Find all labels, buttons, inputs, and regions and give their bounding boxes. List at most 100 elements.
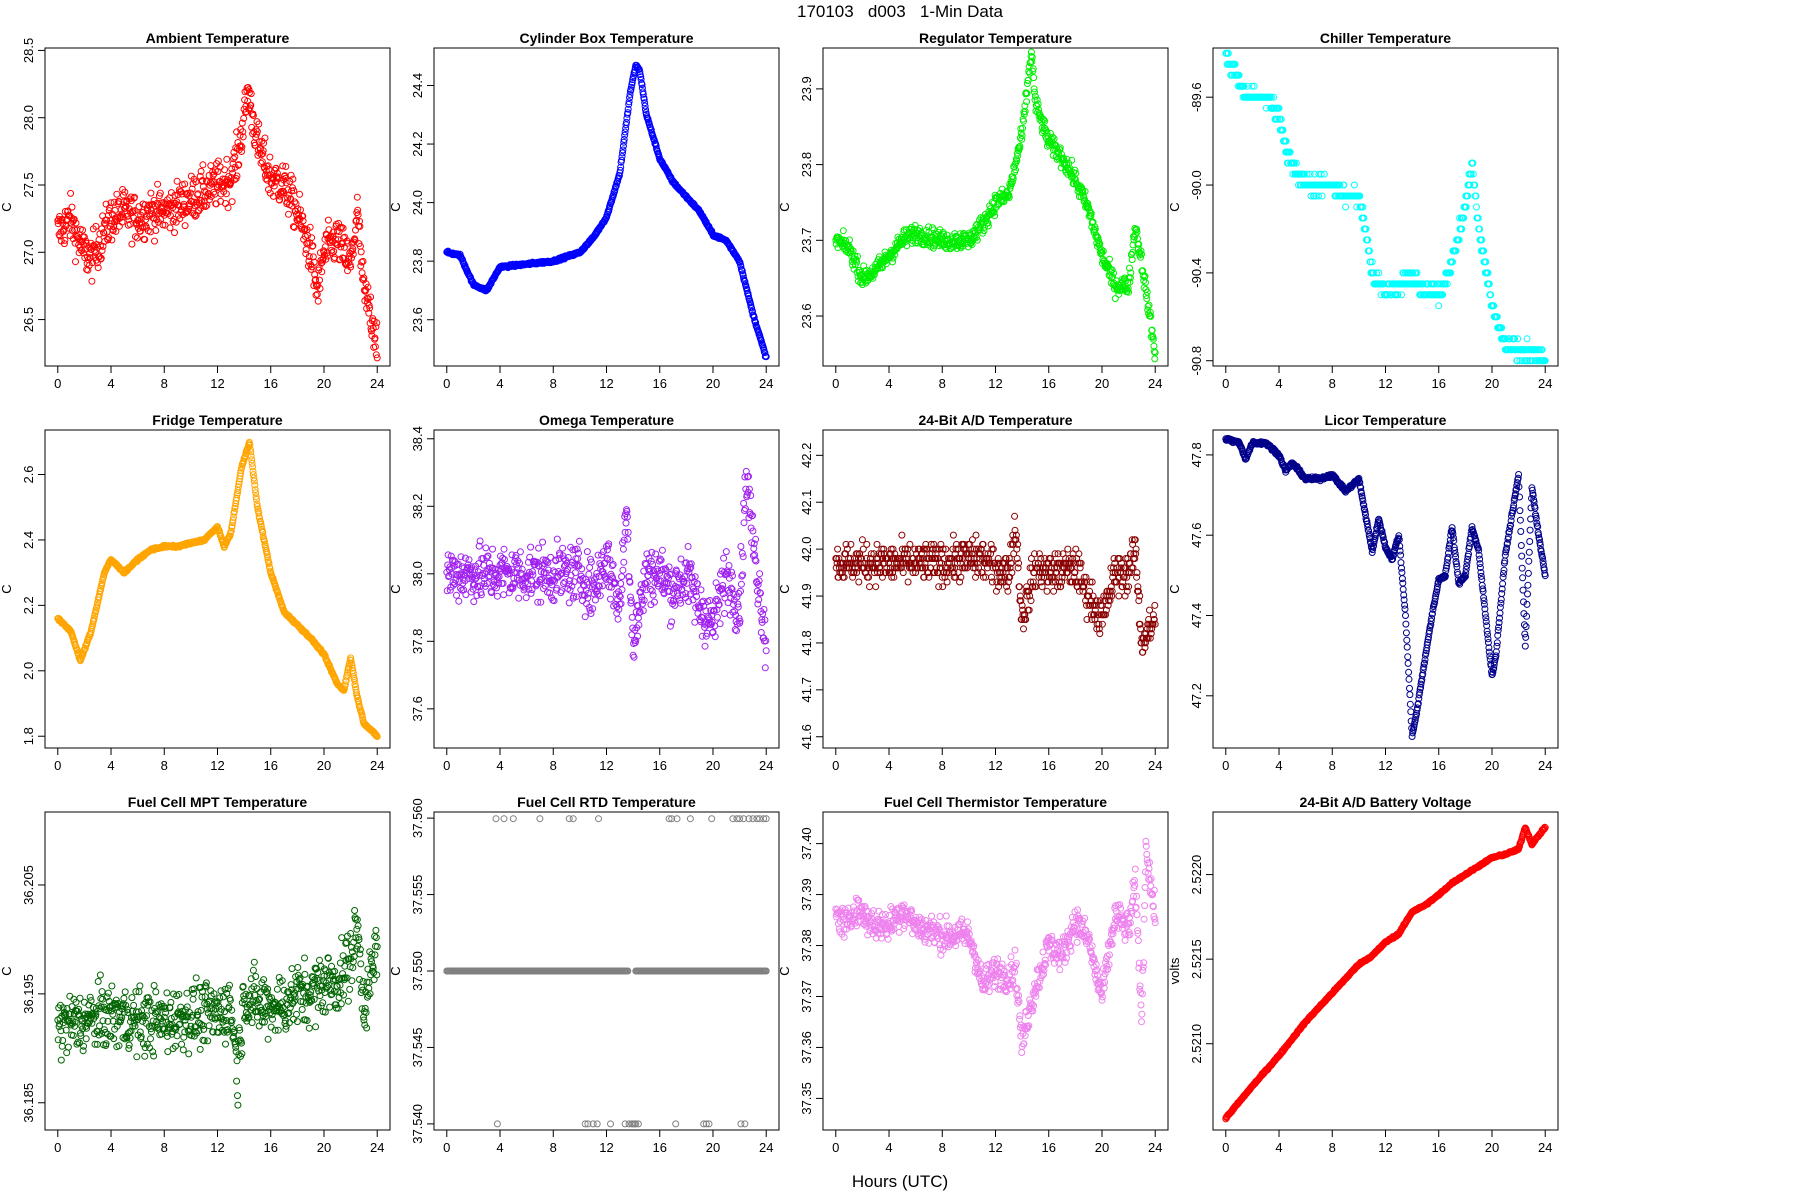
data-point	[744, 289, 752, 297]
data-point	[353, 193, 361, 201]
data-point	[1126, 278, 1134, 286]
data-point	[1072, 169, 1080, 177]
data-point	[360, 274, 368, 282]
panel-title: Chiller Temperature	[1320, 30, 1451, 46]
data-point	[270, 182, 278, 190]
data-point	[866, 583, 873, 591]
data-point	[106, 204, 114, 212]
data-point	[152, 227, 160, 234]
data-point	[56, 232, 64, 240]
x-tick-label: 24	[1538, 376, 1552, 391]
data-point	[266, 153, 274, 161]
data-point	[79, 226, 87, 234]
x-tick-label: 8	[161, 758, 168, 773]
data-point	[1127, 269, 1135, 277]
y-tick-label: 28.0	[21, 105, 36, 130]
x-tick-label: 12	[599, 376, 613, 391]
data-point	[261, 134, 269, 142]
x-tick-label: 16	[653, 758, 667, 773]
data-point	[199, 161, 207, 169]
data-point	[1056, 144, 1064, 152]
data-point	[1030, 85, 1038, 93]
panel-title: Regulator Temperature	[919, 30, 1072, 46]
x-tick-label: 24	[370, 376, 384, 391]
data-point	[1020, 110, 1028, 118]
x-tick-label: 20	[706, 376, 720, 391]
data-point	[199, 183, 207, 191]
data-point	[273, 169, 281, 177]
data-point	[642, 106, 649, 114]
data-point	[649, 591, 657, 599]
data-point	[173, 177, 181, 185]
series-points	[443, 467, 770, 672]
y-tick-label: 28.5	[21, 38, 36, 63]
data-point	[755, 596, 763, 604]
data-point	[289, 223, 297, 231]
data-point	[637, 73, 645, 81]
x-tick-label: 20	[317, 758, 331, 773]
data-point	[1018, 132, 1026, 140]
y-tick-label: 38.2	[410, 494, 425, 519]
data-point	[255, 138, 263, 146]
data-point	[522, 594, 530, 602]
x-tick-label: 20	[1485, 376, 1499, 391]
x-tick-label: 12	[1378, 376, 1392, 391]
data-point	[872, 583, 880, 591]
data-point	[617, 163, 625, 171]
data-point	[762, 353, 770, 361]
data-point	[365, 301, 373, 309]
data-point	[141, 236, 149, 244]
data-point	[128, 240, 136, 248]
data-point	[136, 227, 144, 235]
data-point	[658, 546, 666, 554]
data-point	[142, 216, 150, 224]
y-tick-label: 23.8	[799, 152, 814, 177]
data-point	[310, 282, 318, 290]
data-point	[238, 148, 245, 155]
x-tick-label: 8	[550, 758, 557, 773]
data-point	[362, 280, 370, 288]
data-point	[745, 292, 752, 300]
data-point	[172, 218, 180, 226]
data-point	[72, 219, 80, 227]
data-point	[345, 252, 353, 260]
data-point	[290, 223, 298, 231]
data-point	[737, 262, 745, 270]
x-tick-label: 4	[496, 376, 503, 391]
data-point	[1012, 166, 1019, 174]
data-point	[984, 222, 992, 230]
data-point	[245, 86, 253, 94]
data-point	[233, 172, 241, 180]
data-point	[581, 613, 589, 621]
data-point	[863, 540, 871, 548]
data-point	[367, 293, 375, 301]
data-point	[253, 128, 261, 136]
data-point	[320, 248, 328, 256]
data-point	[278, 179, 286, 187]
data-point	[1024, 76, 1032, 84]
data-point	[1041, 117, 1049, 125]
data-point	[322, 255, 330, 263]
data-point	[625, 100, 633, 108]
data-point	[115, 198, 123, 206]
data-point	[231, 153, 239, 161]
data-point	[103, 216, 111, 224]
data-point	[310, 258, 318, 266]
data-point	[991, 212, 999, 220]
data-point	[181, 180, 189, 188]
data-point	[1043, 587, 1051, 595]
x-tick-label: 4	[1275, 376, 1282, 391]
data-point	[186, 202, 194, 210]
data-point	[245, 105, 253, 113]
data-point	[131, 207, 139, 215]
data-point	[626, 94, 634, 102]
y-axis-label: C	[0, 202, 14, 211]
data-point	[291, 198, 299, 206]
x-tick-label: 0	[443, 376, 450, 391]
data-point	[265, 186, 272, 194]
data-point	[230, 155, 237, 163]
data-point	[131, 193, 138, 201]
data-point	[701, 642, 709, 650]
